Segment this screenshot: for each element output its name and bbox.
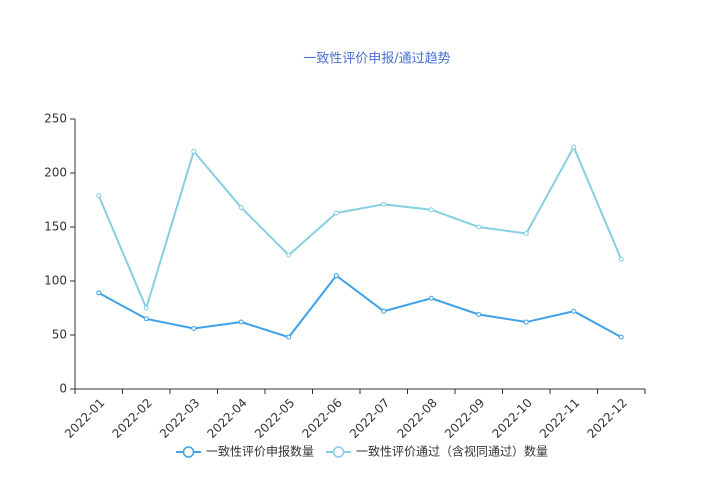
point	[191, 326, 197, 332]
y-tick-label: 150	[44, 220, 67, 234]
point	[571, 144, 577, 150]
point	[96, 193, 102, 199]
point	[523, 230, 529, 236]
y-tick-label: 0	[59, 382, 67, 396]
point	[286, 334, 292, 340]
point	[381, 308, 387, 314]
line-series	[98, 274, 622, 339]
x-tick-label: 2022-01	[62, 396, 107, 441]
x-tick-label: 2022-12	[584, 396, 629, 441]
x-tick-label: 2022-02	[109, 396, 154, 441]
legend: 一致性评价申报数量 一致性评价通过（含视同通过）数量	[175, 444, 548, 459]
point	[523, 319, 529, 325]
y-tick-label: 50	[52, 328, 67, 342]
x-tick-label: 2022-03	[157, 396, 202, 441]
legend-item: 一致性评价申报数量	[175, 444, 314, 459]
y-tick-label: 200	[44, 166, 67, 180]
x-tick-label: 2022-04	[204, 396, 249, 441]
x-tick-label: 2022-10	[489, 396, 534, 441]
point	[143, 316, 149, 322]
legend-marker	[332, 446, 345, 458]
y-tick-label: 250	[44, 112, 67, 126]
point	[333, 210, 339, 216]
line-series	[97, 144, 623, 311]
point	[333, 273, 339, 279]
legend-marker	[182, 446, 195, 458]
y-tick-label: 100	[44, 274, 67, 288]
point	[238, 319, 244, 325]
point	[618, 256, 624, 262]
point	[476, 311, 482, 317]
point	[571, 308, 577, 314]
point	[143, 305, 149, 311]
x-tick-label: 2022-08	[394, 396, 439, 441]
point	[191, 148, 197, 154]
x-tick-label: 2022-07	[347, 396, 392, 441]
x-tick-label: 2022-09	[442, 396, 487, 441]
legend-label: 一致性评价申报数量	[206, 444, 314, 459]
point	[286, 252, 292, 258]
x-tick-label: 2022-05	[252, 396, 297, 441]
point	[238, 205, 244, 211]
point	[381, 201, 387, 207]
point	[428, 207, 434, 213]
point	[96, 290, 102, 296]
x-tick-label: 2022-06	[299, 396, 344, 441]
chart-title: 一致性评价申报/通过趋势	[303, 51, 450, 67]
point	[428, 295, 434, 301]
legend-label: 一致性评价通过（含视同通过）数量	[356, 444, 548, 459]
x-tick-label: 2022-11	[537, 396, 582, 441]
point	[618, 334, 624, 340]
point	[476, 224, 482, 230]
legend-item: 一致性评价通过（含视同通过）数量	[326, 444, 548, 459]
